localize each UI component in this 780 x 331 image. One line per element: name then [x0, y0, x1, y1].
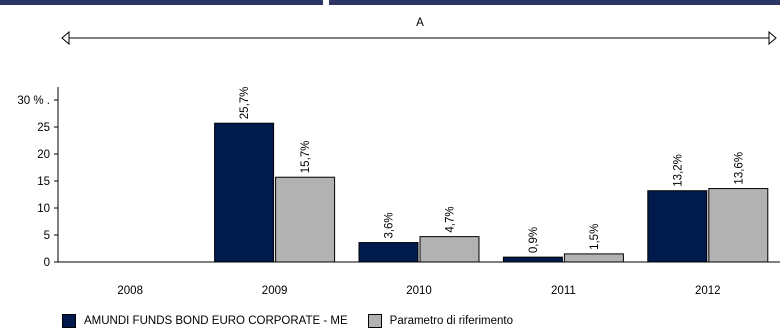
x-tick-label: 2008 — [117, 285, 143, 297]
legend-item-fund: AMUNDI FUNDS BOND EURO CORPORATE - ME — [62, 314, 348, 328]
bar-fund — [502, 256, 563, 263]
legend-item-benchmark: Parametro di riferimento — [367, 314, 514, 328]
legend-label-fund: AMUNDI FUNDS BOND EURO CORPORATE - ME — [84, 315, 348, 327]
period-label: A — [416, 17, 424, 29]
x-tick-label: 2010 — [406, 285, 432, 297]
x-tick-label: 2012 — [695, 285, 721, 297]
y-tick-label: 15 — [37, 176, 50, 188]
bars — [214, 122, 769, 263]
y-tick-label: 5 — [44, 230, 50, 242]
y-ticks: 0 5 10 15 20 25 30 % . — [17, 95, 58, 269]
y-tick-label: 10 — [37, 203, 50, 215]
bar-benchmark — [563, 253, 624, 263]
period-marker: A — [61, 17, 777, 46]
bar-data-label: 15,7% — [300, 141, 312, 174]
bar-data-label: 13,2% — [672, 154, 684, 187]
bar-data-label: 1,5% — [589, 224, 601, 250]
legend-swatch-benchmark — [367, 314, 382, 328]
bar-data-labels: 25,7% 3,6% 0,9% 13,2% 15,7% 4,7% 1,5% 13,6% — [239, 87, 745, 254]
bar-benchmark — [708, 188, 769, 263]
bar-data-label: 3,6% — [384, 212, 396, 238]
legend-swatch-fund — [62, 314, 76, 328]
bar-fund — [647, 190, 708, 263]
x-tick-labels: 2008 2009 2010 2011 2012 — [117, 285, 720, 297]
bar-data-label: 4,7% — [445, 206, 457, 232]
y-tick-label: 30 % . — [17, 95, 50, 107]
y-tick-label: 25 — [37, 122, 50, 134]
legend: AMUNDI FUNDS BOND EURO CORPORATE - ME Pa… — [62, 312, 533, 330]
top-border-notch — [323, 0, 329, 5]
period-arrow-left — [61, 30, 70, 46]
x-tick-label: 2011 — [551, 285, 576, 297]
bar-data-label: 13,6% — [733, 152, 745, 185]
bar-data-label: 0,9% — [528, 227, 540, 253]
bar-data-label: 25,7% — [239, 87, 251, 120]
bar-benchmark — [275, 176, 336, 263]
y-tick-label: 0 — [44, 257, 50, 269]
bar-fund — [214, 122, 275, 263]
bar-fund — [358, 242, 419, 263]
bar-benchmark — [419, 236, 480, 263]
period-arrow-right — [768, 30, 777, 46]
top-border-bar — [0, 0, 780, 5]
legend-label-benchmark: Parametro di riferimento — [389, 315, 514, 327]
x-tick-label: 2009 — [262, 285, 288, 297]
y-tick-label: 20 — [37, 149, 50, 161]
